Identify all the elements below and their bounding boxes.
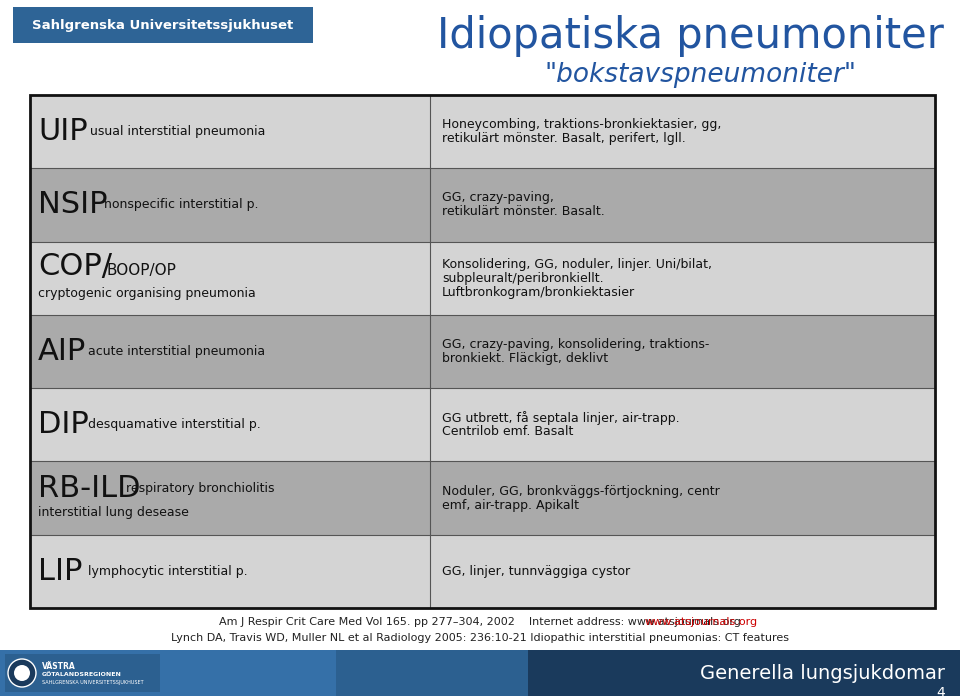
- Text: Noduler, GG, bronkväggs-förtjockning, centr: Noduler, GG, bronkväggs-förtjockning, ce…: [442, 484, 720, 498]
- Bar: [0, 650, 528, 696]
- Bar: [30, 315, 430, 388]
- Bar: [430, 315, 935, 388]
- Text: interstitial lung desease: interstitial lung desease: [38, 505, 189, 519]
- Bar: [430, 388, 935, 461]
- Text: bronkiekt. Fläckigt, deklivt: bronkiekt. Fläckigt, deklivt: [442, 352, 608, 365]
- Text: "bokstavspneumoniter": "bokstavspneumoniter": [544, 62, 856, 88]
- Bar: [30, 388, 430, 461]
- Text: GG, crazy-paving, konsolidering, traktions-: GG, crazy-paving, konsolidering, traktio…: [442, 338, 709, 351]
- Bar: [528, 650, 960, 696]
- Text: Generella lungsjukdomar: Generella lungsjukdomar: [700, 664, 945, 683]
- Text: VÄSTRA: VÄSTRA: [42, 662, 76, 671]
- Text: lymphocytic interstitial p.: lymphocytic interstitial p.: [88, 565, 248, 578]
- Text: RB-ILD: RB-ILD: [38, 473, 140, 503]
- Text: retikulärt mönster. Basalt, perifert, lgll.: retikulärt mönster. Basalt, perifert, lg…: [442, 132, 685, 145]
- Text: Sahlgrenska Universitetssjukhuset: Sahlgrenska Universitetssjukhuset: [33, 19, 294, 31]
- Text: desquamative interstitial p.: desquamative interstitial p.: [88, 418, 261, 432]
- Text: subpleuralt/peribronkiellt.: subpleuralt/peribronkiellt.: [442, 271, 604, 285]
- Text: emf, air-trapp. Apikalt: emf, air-trapp. Apikalt: [442, 498, 579, 512]
- Bar: [30, 95, 935, 608]
- Text: GÖTALANDSREGIONEN: GÖTALANDSREGIONEN: [42, 672, 122, 677]
- Text: UIP: UIP: [38, 117, 87, 146]
- Bar: [30, 535, 430, 608]
- Bar: [30, 242, 430, 315]
- Text: cryptogenic organising pneumonia: cryptogenic organising pneumonia: [38, 287, 255, 300]
- Bar: [13, 7, 313, 43]
- Circle shape: [14, 665, 30, 681]
- Text: DIP: DIP: [38, 410, 88, 439]
- Text: Am J Respir Crit Care Med Vol 165. pp 277–304, 2002    Internet address: www.ats: Am J Respir Crit Care Med Vol 165. pp 27…: [219, 617, 741, 627]
- Bar: [30, 168, 430, 242]
- Text: GG utbrett, få septala linjer, air-trapp.: GG utbrett, få septala linjer, air-trapp…: [442, 411, 680, 425]
- Text: Konsolidering, GG, noduler, linjer. Uni/bilat,: Konsolidering, GG, noduler, linjer. Uni/…: [442, 258, 712, 271]
- Bar: [0, 650, 960, 696]
- Text: Idiopatiska pneumoniter: Idiopatiska pneumoniter: [437, 15, 944, 57]
- Text: acute interstitial pneumonia: acute interstitial pneumonia: [88, 345, 265, 358]
- Text: respiratory bronchiolitis: respiratory bronchiolitis: [126, 482, 275, 495]
- Text: www.atsjournals.org: www.atsjournals.org: [645, 617, 758, 627]
- Bar: [5, 654, 160, 692]
- Text: COP/: COP/: [38, 252, 112, 280]
- Bar: [430, 95, 935, 168]
- Bar: [30, 95, 430, 168]
- Text: LIP: LIP: [38, 557, 83, 586]
- Text: Honeycombing, traktions-bronkiektasier, gg,: Honeycombing, traktions-bronkiektasier, …: [442, 118, 721, 131]
- Bar: [30, 461, 430, 535]
- Text: AIP: AIP: [38, 337, 86, 366]
- Text: SAHLGRENSKA UNIVERSITETSSJUKHUSET: SAHLGRENSKA UNIVERSITETSSJUKHUSET: [42, 680, 144, 685]
- Bar: [430, 461, 935, 535]
- Text: GG, linjer, tunnväggiga cystor: GG, linjer, tunnväggiga cystor: [442, 565, 630, 578]
- Text: Lynch DA, Travis WD, Muller NL et al Radiology 2005: 236:10-21 Idiopathic inters: Lynch DA, Travis WD, Muller NL et al Rad…: [171, 633, 789, 643]
- Bar: [0, 650, 336, 696]
- Text: retikulärt mönster. Basalt.: retikulärt mönster. Basalt.: [442, 205, 605, 219]
- Text: NSIP: NSIP: [38, 191, 108, 219]
- Text: 4: 4: [936, 686, 945, 696]
- Text: BOOP/OP: BOOP/OP: [106, 262, 176, 278]
- Text: Centrilob emf. Basalt: Centrilob emf. Basalt: [442, 425, 573, 438]
- Bar: [430, 535, 935, 608]
- Text: usual interstitial pneumonia: usual interstitial pneumonia: [90, 125, 265, 138]
- Text: nonspecific interstitial p.: nonspecific interstitial p.: [104, 198, 258, 212]
- Circle shape: [8, 659, 36, 687]
- Bar: [430, 242, 935, 315]
- Text: GG, crazy-paving,: GG, crazy-paving,: [442, 191, 554, 205]
- Text: Luftbronkogram/bronkiektasier: Luftbronkogram/bronkiektasier: [442, 286, 636, 299]
- Bar: [430, 168, 935, 242]
